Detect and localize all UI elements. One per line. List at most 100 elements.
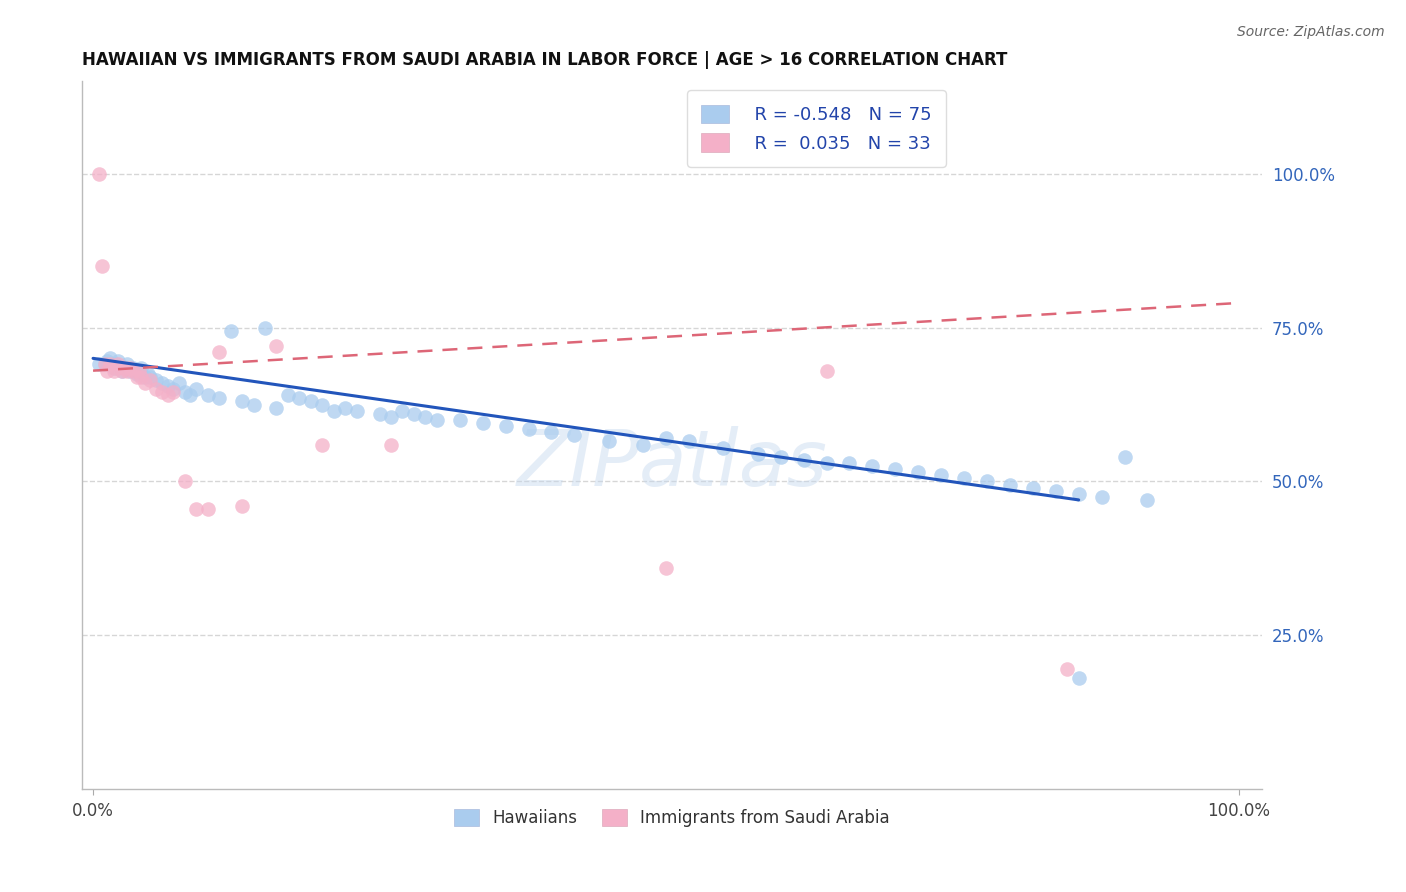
Point	[655, 431, 678, 445]
Text: Source: ZipAtlas.com: Source: ZipAtlas.com	[1237, 25, 1385, 39]
Point	[150, 376, 173, 390]
Point	[139, 369, 162, 384]
Point	[1090, 490, 1112, 504]
Point	[368, 407, 391, 421]
Point	[219, 324, 242, 338]
Point	[815, 364, 838, 378]
Point	[96, 364, 118, 378]
Point	[118, 360, 141, 375]
Point	[1067, 487, 1090, 501]
Point	[976, 475, 998, 489]
Point	[1114, 450, 1136, 464]
Point	[114, 360, 136, 375]
Point	[122, 360, 145, 375]
Point	[266, 339, 288, 353]
Point	[1136, 492, 1159, 507]
Point	[107, 354, 129, 368]
Point	[402, 407, 425, 421]
Point	[391, 403, 413, 417]
Point	[125, 369, 148, 384]
Point	[747, 447, 769, 461]
Point	[167, 376, 190, 390]
Point	[107, 358, 129, 372]
Point	[186, 382, 208, 396]
Point	[114, 360, 136, 375]
Point	[87, 358, 110, 372]
Point	[655, 560, 678, 574]
Point	[299, 394, 322, 409]
Point	[322, 403, 344, 417]
Point	[208, 392, 231, 406]
Point	[953, 471, 976, 485]
Point	[111, 364, 134, 378]
Point	[139, 373, 162, 387]
Point	[231, 499, 253, 513]
Point	[128, 364, 150, 378]
Point	[179, 388, 201, 402]
Point	[129, 369, 152, 384]
Point	[277, 388, 299, 402]
Point	[117, 364, 139, 378]
Point	[150, 385, 173, 400]
Point	[231, 394, 253, 409]
Point	[266, 401, 288, 415]
Point	[860, 458, 883, 473]
Point	[129, 360, 152, 375]
Point	[311, 397, 333, 411]
Point	[564, 428, 586, 442]
Point	[98, 358, 121, 372]
Point	[208, 345, 231, 359]
Point	[598, 434, 620, 449]
Point	[335, 401, 357, 415]
Point	[793, 453, 815, 467]
Point	[197, 502, 219, 516]
Point	[96, 354, 118, 368]
Point	[197, 388, 219, 402]
Point	[1022, 481, 1045, 495]
Point	[87, 167, 110, 181]
Point	[929, 468, 952, 483]
Point	[1067, 672, 1090, 686]
Point	[449, 413, 471, 427]
Point	[495, 419, 517, 434]
Point	[111, 364, 134, 378]
Point	[346, 403, 368, 417]
Point	[540, 425, 562, 440]
Point	[631, 437, 654, 451]
Point	[884, 462, 907, 476]
Point	[288, 392, 311, 406]
Point	[91, 259, 114, 273]
Point	[103, 364, 125, 378]
Point	[128, 364, 150, 378]
Point	[415, 409, 437, 424]
Point	[145, 382, 167, 396]
Point	[117, 358, 139, 372]
Text: HAWAIIAN VS IMMIGRANTS FROM SAUDI ARABIA IN LABOR FORCE | AGE > 16 CORRELATION C: HAWAIIAN VS IMMIGRANTS FROM SAUDI ARABIA…	[82, 51, 1007, 69]
Legend: Hawaiians, Immigrants from Saudi Arabia: Hawaiians, Immigrants from Saudi Arabia	[447, 803, 897, 834]
Point	[242, 397, 264, 411]
Point	[517, 422, 540, 436]
Point	[145, 373, 167, 387]
Point	[380, 409, 402, 424]
Point	[471, 416, 494, 430]
Point	[426, 413, 449, 427]
Point	[122, 364, 145, 378]
Point	[253, 320, 276, 334]
Point	[136, 367, 159, 381]
Point	[815, 456, 838, 470]
Point	[93, 358, 115, 372]
Point	[162, 385, 184, 400]
Point	[173, 475, 195, 489]
Point	[380, 437, 402, 451]
Point	[311, 437, 333, 451]
Point	[769, 450, 792, 464]
Point	[118, 364, 141, 378]
Point	[156, 379, 179, 393]
Point	[93, 358, 115, 372]
Point	[186, 502, 208, 516]
Point	[838, 456, 860, 470]
Point	[162, 382, 184, 396]
Point	[713, 441, 735, 455]
Point	[156, 388, 179, 402]
Point	[134, 369, 156, 384]
